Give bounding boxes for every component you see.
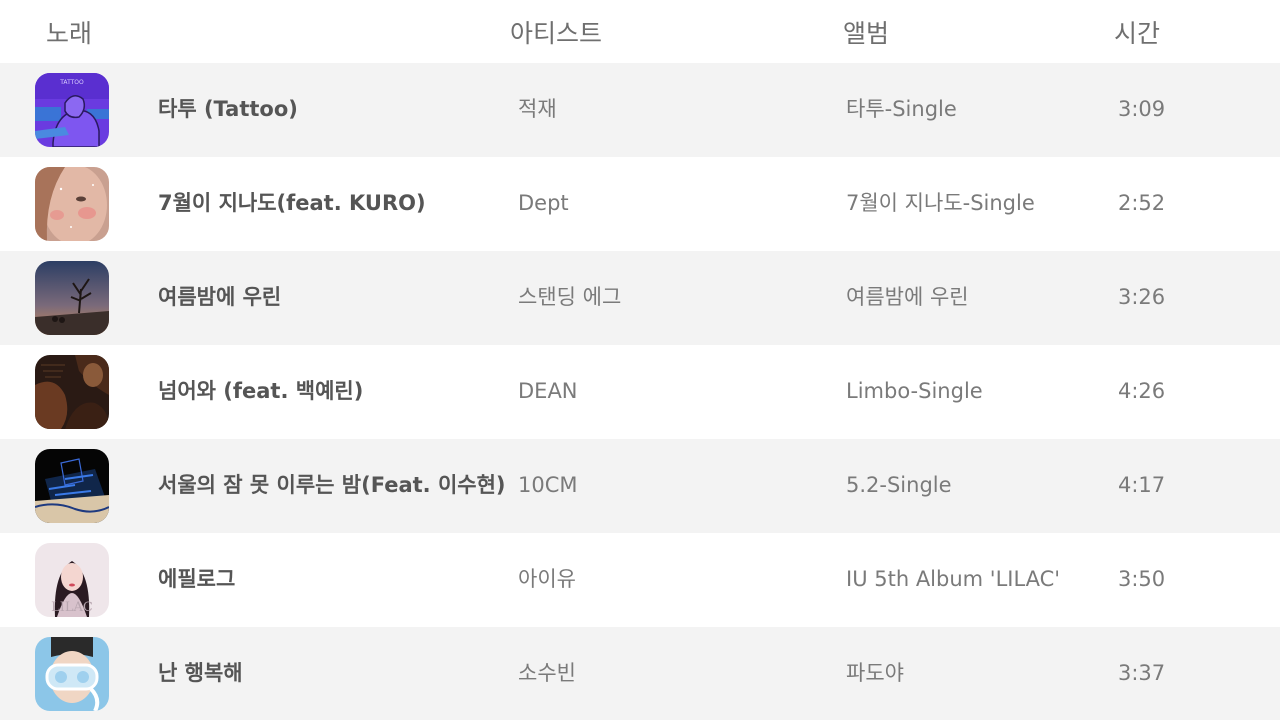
track-row[interactable]: 7월이 지나도(feat. KURO) Dept 7월이 지나도-Single … (0, 157, 1280, 251)
track-title[interactable]: 타투 (Tattoo) (158, 97, 298, 121)
track-album[interactable]: IU 5th Album 'LILAC' (846, 567, 1061, 591)
track-artist[interactable]: 아이유 (518, 567, 576, 591)
track-artist[interactable]: Dept (518, 191, 569, 215)
track-title[interactable]: 에필로그 (158, 567, 236, 591)
album-art-label: TATTOO (59, 79, 84, 86)
track-row[interactable]: 여름밤에 우린 스탠딩 에그 여름밤에 우린 3:26 (0, 251, 1280, 345)
track-duration: 3:50 (1118, 567, 1166, 591)
track-album[interactable]: 파도야 (846, 661, 904, 685)
track-title[interactable]: 여름밤에 우린 (158, 285, 282, 309)
track-artist[interactable]: 적재 (518, 97, 557, 121)
track-duration: 4:26 (1118, 379, 1166, 403)
track-album[interactable]: Limbo-Single (846, 379, 983, 403)
album-art[interactable]: LILAC (35, 543, 109, 617)
track-album[interactable]: 여름밤에 우린 (846, 285, 969, 309)
track-list-header: 노래 아티스트 앨범 시간 (0, 0, 1280, 63)
track-title[interactable]: 넘어와 (feat. 백예린) (158, 379, 364, 403)
track-row[interactable]: LILAC 에필로그 아이유 IU 5th Album 'LILAC' 3:50 (0, 533, 1280, 627)
track-duration: 3:37 (1118, 661, 1166, 685)
album-art[interactable]: TATTOO (35, 73, 109, 147)
album-art[interactable] (35, 167, 109, 241)
track-artist[interactable]: DEAN (518, 379, 578, 403)
track-row[interactable]: TATTOO 타투 (Tattoo) 적재 타투-Single 3:09 (0, 63, 1280, 157)
track-duration: 4:17 (1118, 473, 1166, 497)
track-duration: 2:52 (1118, 191, 1166, 215)
album-art[interactable] (35, 449, 109, 523)
track-title[interactable]: 7월이 지나도(feat. KURO) (158, 191, 426, 215)
track-row[interactable]: 넘어와 (feat. 백예린) DEAN Limbo-Single 4:26 (0, 345, 1280, 439)
track-row[interactable]: 서울의 잠 못 이루는 밤(Feat. 이수현) 10CM 5.2-Single… (0, 439, 1280, 533)
track-album[interactable]: 타투-Single (846, 97, 957, 121)
album-art[interactable] (35, 261, 109, 335)
track-title[interactable]: 서울의 잠 못 이루는 밤(Feat. 이수현) (158, 473, 506, 497)
header-time[interactable]: 시간 (1114, 19, 1161, 48)
album-art[interactable] (35, 637, 109, 711)
track-artist[interactable]: 10CM (518, 473, 578, 497)
track-row[interactable]: 난 행복해 소수빈 파도야 3:37 (0, 627, 1280, 720)
track-duration: 3:09 (1118, 97, 1166, 121)
track-duration: 3:26 (1118, 285, 1166, 309)
album-art[interactable] (35, 355, 109, 429)
track-album[interactable]: 7월이 지나도-Single (846, 191, 1035, 215)
track-album[interactable]: 5.2-Single (846, 473, 952, 497)
track-title[interactable]: 난 행복해 (158, 661, 243, 685)
track-list: TATTOO 타투 (Tattoo) 적재 타투-Single 3:09 7월이… (0, 63, 1280, 720)
header-artist[interactable]: 아티스트 (510, 19, 603, 48)
album-art-label: LILAC (51, 600, 93, 615)
track-artist[interactable]: 스탠딩 에그 (518, 285, 622, 309)
header-song[interactable]: 노래 (46, 19, 93, 48)
track-artist[interactable]: 소수빈 (518, 661, 576, 685)
header-album[interactable]: 앨범 (843, 19, 890, 48)
